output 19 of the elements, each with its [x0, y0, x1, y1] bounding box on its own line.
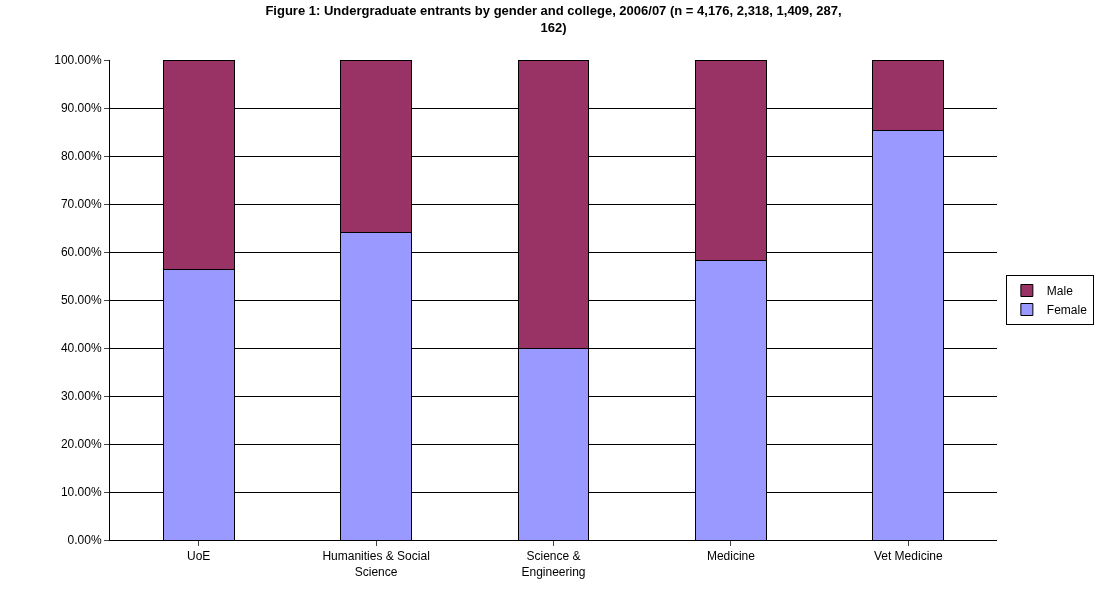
chart-title: Figure 1: Undergraduate entrants by gender and college, 2006/07 (n = 4,176, 2,318, 1,409, 287, 162) — [265, 3, 842, 35]
legend-label: Male — [1046, 284, 1074, 299]
x-tick-label: UoE — [187, 549, 211, 564]
y-tick-label: 0.00% — [67, 533, 102, 548]
y-tick-label: 10.00% — [60, 485, 102, 500]
x-tick-label: Medicine — [706, 549, 756, 564]
y-tick-label: 40.00% — [60, 341, 102, 356]
y-tick-label: 60.00% — [60, 245, 102, 260]
x-tick-label: Science & Engineering — [521, 549, 586, 579]
y-tick-label: 50.00% — [60, 293, 102, 308]
x-tick-label: Humanities & Social Science — [322, 549, 430, 579]
y-tick-label: 90.00% — [60, 101, 102, 116]
x-tick-label: Vet Medicine — [873, 549, 943, 564]
legend-label: Female — [1046, 303, 1088, 318]
y-tick-label: 70.00% — [60, 197, 102, 212]
y-tick-label: 80.00% — [60, 149, 102, 164]
y-tick-label: 20.00% — [60, 437, 102, 452]
y-tick-label: 100.00% — [54, 53, 102, 68]
y-tick-label: 30.00% — [60, 389, 102, 404]
